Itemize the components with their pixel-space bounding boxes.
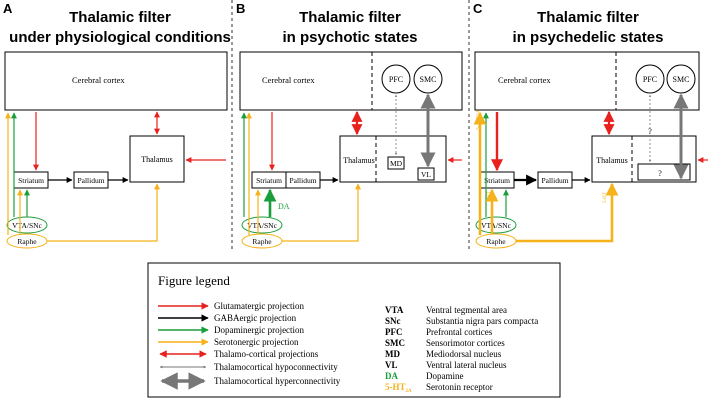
arrow-raphe-thalamus (47, 183, 160, 242)
legend-label-1: GABAergic projection (214, 313, 297, 323)
raphe-label: Raphe (486, 237, 506, 246)
panel-c: C Thalamic filter in psychedelic states … (473, 1, 708, 249)
abbr-md: MD (385, 349, 400, 359)
figure-legend: Figure legend Glutamatergic projection G… (147, 262, 561, 398)
legend-label-0: Glutamatergic projection (214, 301, 305, 311)
legend-label-5: Thalamocortical hypoconnectivity (214, 362, 338, 372)
panel-a: A Thalamic filter under physiological co… (3, 1, 231, 249)
legend-label-6: Thalamocortical hyperconnectivity (214, 376, 341, 386)
vta-ellipse (241, 216, 283, 234)
smc-circle (666, 64, 696, 94)
abbr-md-full: Mediodorsal nucleus (426, 349, 502, 359)
md-label: MD (390, 159, 403, 168)
ht2a-thalamus-label: 5-HT (603, 192, 608, 203)
panel-b-letter: B (236, 1, 245, 16)
vl-label: VL (421, 170, 431, 179)
striatum-label: Striatum (256, 176, 282, 185)
abbr-snc: SNc (385, 316, 401, 326)
pfc-circle (381, 64, 411, 94)
striatum-label: Striatum (484, 176, 510, 185)
legend-label-2: Dopaminergic projection (214, 325, 305, 335)
thalamus-label: Thalamus (596, 156, 628, 165)
abbr-smc-full: Sensorimotor cortices (426, 338, 505, 348)
smc-circle (413, 64, 443, 94)
panel-c-letter: C (473, 1, 483, 16)
legend-label-3: Serotonergic projection (214, 337, 299, 347)
panel-b-title-line1: Thalamic filter (299, 9, 401, 26)
abbr-5ht: 5-HT (385, 382, 406, 392)
abbr-vl-full: Ventral lateral nucleus (426, 360, 507, 370)
abbr-vta-full: Ventral tegmental area (426, 305, 507, 315)
cortex-box (4, 51, 228, 111)
abbr-da-full: Dopamine (426, 371, 464, 381)
abbr-5ht-sub: 2A (406, 389, 413, 394)
pfc-circle (635, 64, 665, 94)
cortex-label: Cerebral cortex (72, 75, 125, 85)
smc-label: SMC (673, 75, 690, 84)
pallidum-label: Pallidum (77, 176, 104, 185)
abbr-vta: VTA (385, 305, 404, 315)
cortex-label: Cerebral cortex (498, 75, 551, 85)
raphe-label: Raphe (17, 237, 37, 246)
abbr-vl: VL (385, 360, 398, 370)
abbr-snc-full: Substantia nigra pars compacta (426, 316, 538, 326)
legend-title: Figure legend (158, 273, 230, 288)
panel-b-title-line2: in psychotic states (282, 29, 417, 46)
panel-c-title-line2: in psychedelic states (513, 29, 664, 46)
vta-ellipse (475, 216, 517, 234)
vta-label: VTA/SNc (12, 221, 42, 230)
unknown-nucleus-label: ? (658, 169, 662, 178)
cortex-label: Cerebral cortex (262, 75, 315, 85)
vta-label: VTA/SNc (481, 221, 511, 230)
abbr-pfc: PFC (385, 327, 403, 337)
arrow-raphe-thalamus (282, 183, 361, 242)
panel-a-title-line2: under physiological conditions (9, 29, 231, 46)
raphe-label: Raphe (252, 237, 272, 246)
striatum-label: Striatum (18, 176, 44, 185)
vta-label: VTA/SNc (247, 221, 277, 230)
arrow-raphe-thalamus (516, 182, 619, 243)
pfc-label: PFC (643, 75, 657, 84)
pallidum-label: Pallidum (541, 176, 568, 185)
md-box (387, 156, 405, 170)
thalamus-box (129, 135, 185, 183)
abbr-5ht2a: 5-HT2A (385, 382, 412, 394)
panel-b: B Thalamic filter in psychotic states Ce… (236, 1, 463, 249)
panel-a-letter: A (3, 1, 13, 16)
smc-label: SMC (420, 75, 437, 84)
thalamus-label: Thalamus (141, 155, 173, 164)
abbr-da: DA (385, 371, 398, 381)
abbr-5ht2a-full: Serotonin receptor (426, 382, 493, 392)
abbr-pfc-full: Prefrontal cortices (426, 327, 493, 337)
pfc-label: PFC (389, 75, 403, 84)
panel-c-title-line1: Thalamic filter (537, 9, 639, 26)
thalamus-label: Thalamus (343, 156, 375, 165)
legend-box (147, 262, 561, 398)
panel-a-title-line1: Thalamic filter (69, 9, 171, 26)
vl-box (417, 167, 435, 181)
legend-label-4: Thalamo-cortical projections (214, 349, 319, 359)
abbr-smc: SMC (385, 338, 405, 348)
pallidum-label: Pallidum (289, 176, 316, 185)
da-label: DA (278, 202, 290, 211)
